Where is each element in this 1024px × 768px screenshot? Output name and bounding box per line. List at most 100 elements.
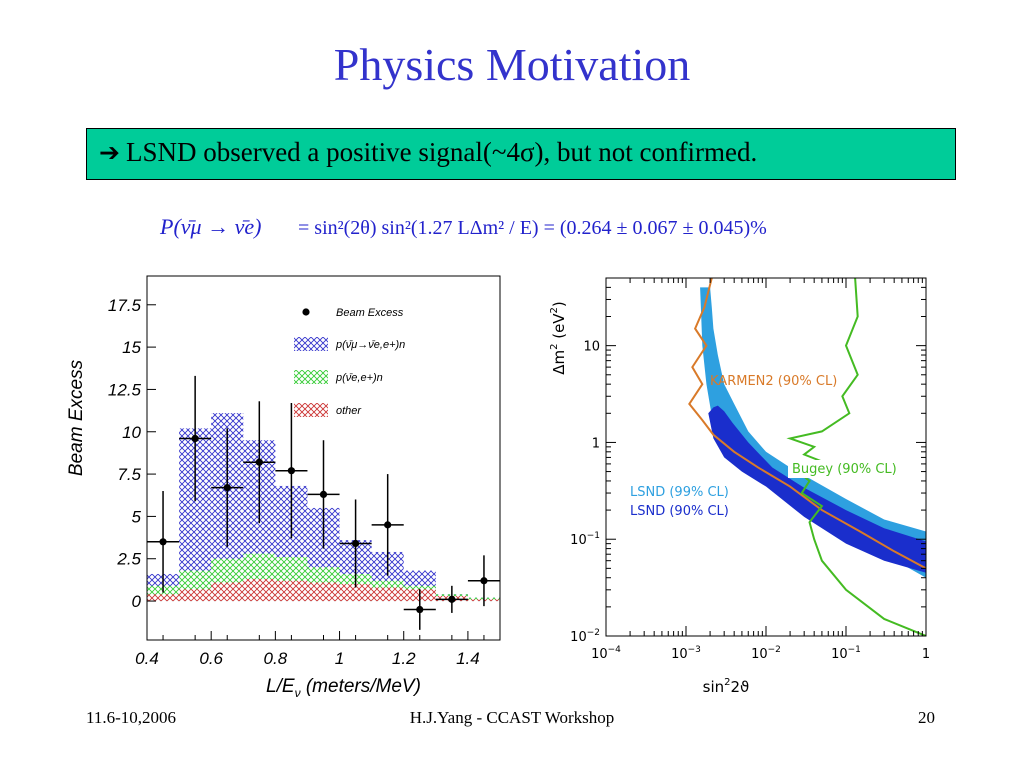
chart-legend: Beam Excess p(ν̄μ→ν̄e,e+)n p(ν̄e,e+)n other [294,307,405,417]
y-tick-label: 10 [122,423,141,442]
x-tick-label: 0.4 [135,649,159,668]
footer-center: H.J.Yang - CCAST Workshop [409,708,615,727]
x-tick-label: 1 [335,649,344,668]
y-tick-label: 7.5 [117,465,141,484]
data-point [467,555,500,607]
legend-label: p(ν̄μ→ν̄e,e+)n [335,339,405,351]
callout-text: LSND observed a positive signal(~4σ), bu… [125,137,758,167]
x-tick-label: 10−3 [671,645,701,662]
data-point [243,401,276,524]
other-bar [211,582,244,602]
y-axis-label-main: Δm [550,350,568,375]
y-axis-label: Δm2 (eV2) [549,301,568,375]
other-bar [179,589,212,602]
other-bar [371,587,404,602]
footer-date: 11.6-10,2006 [86,708,177,727]
x-axis-label-main: sin [703,678,725,696]
legend-item-nue: p(ν̄e,e+)n [294,370,383,384]
y-tick-label: 12.5 [108,380,142,399]
y-tick-label: 5 [132,507,142,526]
legend-item-other: other [294,403,362,417]
y-tick-label: 10−1 [570,531,600,548]
callout-box: ➔ LSND observed a positive signal(~4σ), b… [86,128,956,180]
y-axis-label-sup1: 2 [549,344,560,350]
x-tick-label-exp: −2 [768,645,781,655]
x-tick-label: 1.2 [392,649,416,668]
annotation-label: KARMEN2 (90% CL) [710,374,837,389]
y-tick-label-base: 10 [570,630,587,645]
data-marker [287,467,296,475]
x-tick-label-base: 1 [922,647,930,662]
legend-item-data: Beam Excess [302,307,404,319]
x-tick-label-exp: −4 [608,645,622,655]
data-marker [319,490,328,498]
y-tick-label: 10−2 [570,628,600,645]
x-tick-label: 0.6 [199,649,223,668]
annotation-lsnd90: LSND (90% CL) [630,504,729,519]
legend-label: other [336,405,362,417]
y-axis-label-sup2: 2 [549,307,560,313]
x-tick-label-base: 10 [591,647,608,662]
slide-title: Physics Motivation [333,39,691,90]
y-tick-label: 2.5 [116,550,141,569]
annotation-label: Bugey (90% CL) [792,462,897,477]
x-tick-label: 1 [922,647,930,662]
x-tick-label-base: 10 [831,647,848,662]
data-point [339,499,372,588]
x-axis-label: L/Eν (meters/MeV) [266,676,421,698]
other-bar [339,584,372,602]
formula-rhs: = sin²(2θ) sin²(1.27 LΔm² / E) = (0.264 … [298,217,767,239]
legend-swatch [294,370,328,384]
data-point [435,585,468,613]
y-tick-label-base: 1 [592,436,600,451]
data-point [275,402,308,539]
x-tick-label-exp: −1 [848,645,861,655]
x-axis-label-tail: 2ϑ [731,678,750,696]
data-points [147,375,500,630]
data-marker [255,458,263,466]
data-marker [384,521,392,529]
data-marker [223,484,231,492]
annotation-lsnd99: LSND (99% CL) [630,485,729,500]
x-tick-label: 0.8 [264,649,288,668]
x-tick-label-base: 10 [671,647,688,662]
x-axis-label-sup: 2 [724,677,730,688]
data-point [211,428,244,547]
data-marker [480,577,488,585]
x-tick-label: 10−1 [831,645,861,662]
other-bar [147,594,180,602]
x-tick-label-exp: −3 [688,645,701,655]
data-point [371,474,404,576]
data-marker [159,538,167,546]
other-bar [307,582,340,602]
data-marker [191,434,199,443]
annotation-label: LSND (99% CL) [630,485,729,500]
chart-axes: 0 2.5 5 7.5 10 12.5 15 17.5 0.4 0.6 0.8 1 1.2 1.4 [108,275,501,668]
annotation-karmen: KARMEN2 (90% CL) [710,374,837,389]
y-axis-label-close: ) [550,301,568,307]
region-lsnd90 [708,405,926,573]
chart-annotations: KARMEN2 (90% CL) Bugey (90% CL) LSND (99% … [630,374,912,519]
data-point [403,589,436,630]
data-marker [416,605,424,614]
curve-bugey [786,278,926,636]
arrow-right-icon: ➔ [99,138,120,167]
x-axis-label-sub: ν [295,686,301,698]
y-tick-label-exp: −1 [587,531,600,541]
oscillation-formula: P(ν̄μ → ν̄e) = sin²(2θ) sin²(1.27 LΔm² /… [159,214,767,239]
legend-label: p(ν̄e,e+)n [335,372,383,384]
other-bar [243,579,276,602]
formula-lhs: P(ν̄μ → ν̄e) [159,214,261,239]
data-point [147,491,180,593]
y-tick-label-base: 10 [570,533,587,548]
x-tick-label: 1.4 [456,649,480,668]
y-tick-label: 0 [132,592,142,611]
y-tick-label: 15 [122,338,141,357]
y-tick-label-base: 10 [583,340,600,355]
y-tick-label: 1 [592,436,600,451]
y-axis-label: Beam Excess [66,359,87,476]
data-marker [351,539,360,548]
data-point [307,440,340,549]
y-tick-label: 17.5 [108,296,142,315]
